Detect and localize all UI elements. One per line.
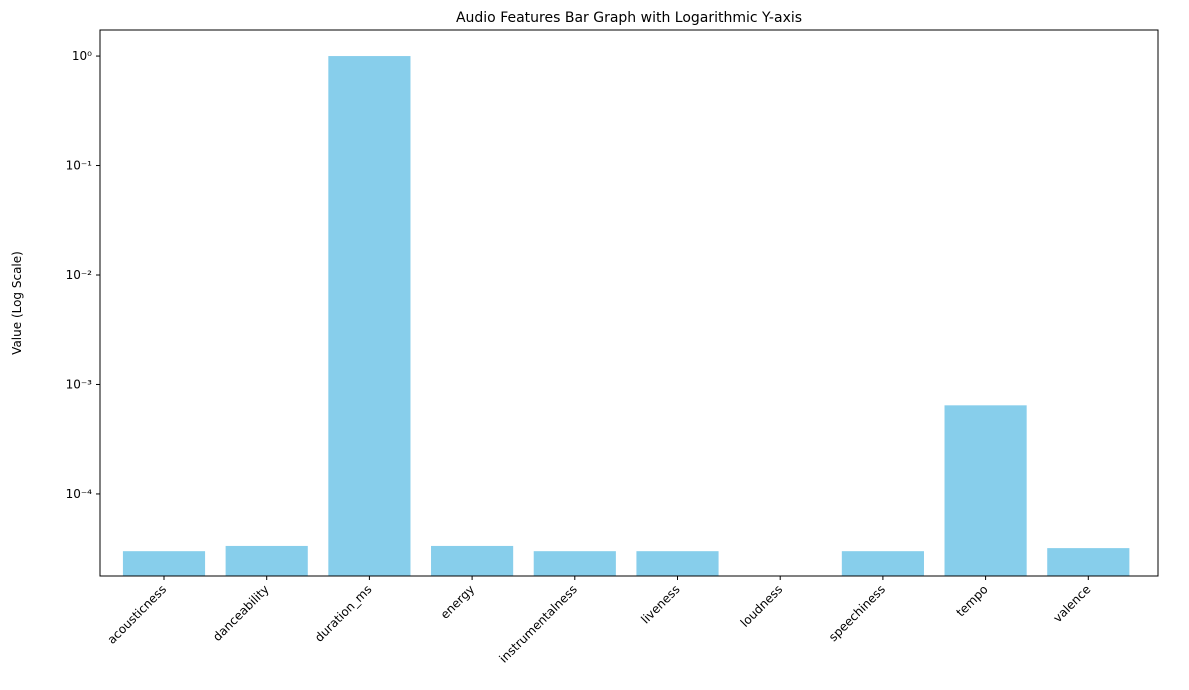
y-tick-label: 10⁻³	[66, 377, 93, 391]
bar	[636, 551, 719, 576]
bar	[841, 551, 924, 576]
bar	[1047, 548, 1130, 576]
y-tick-label: 10⁰	[72, 49, 92, 63]
bar	[122, 551, 206, 576]
y-tick-label: 10⁻¹	[66, 159, 93, 173]
y-tick-label: 10⁻⁴	[66, 487, 93, 501]
y-tick-label: 10⁻²	[66, 268, 93, 282]
bar	[225, 545, 308, 576]
chart-title: Audio Features Bar Graph with Logarithmi…	[456, 10, 802, 26]
axes-frame	[99, 29, 1159, 577]
bar	[944, 405, 1027, 576]
bar	[533, 551, 616, 576]
y-axis-label: Value (Log Scale)	[10, 251, 24, 355]
bar	[328, 56, 411, 576]
bar	[431, 545, 514, 576]
